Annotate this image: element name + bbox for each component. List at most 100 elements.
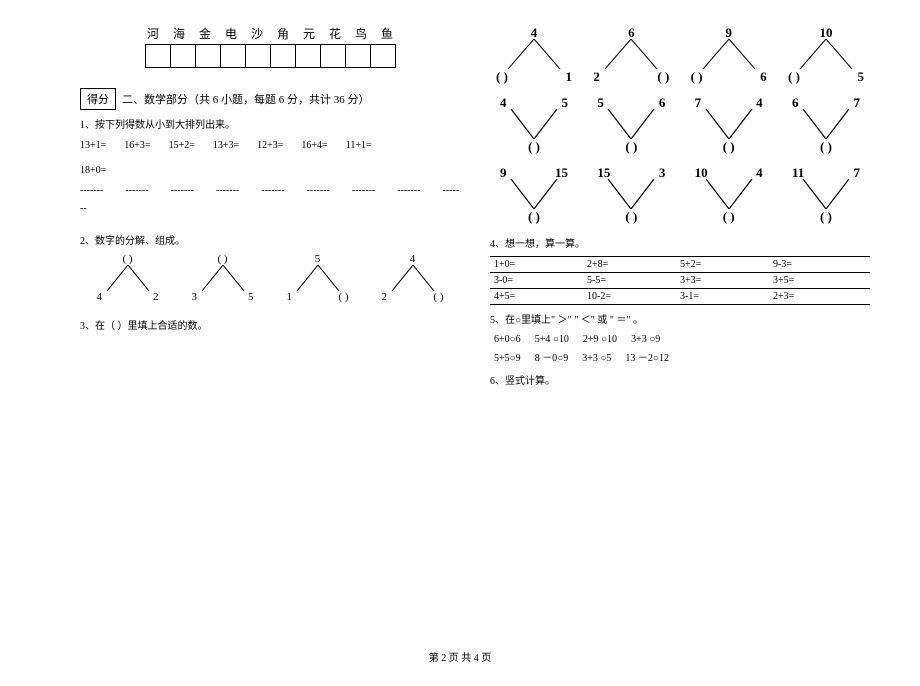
equation: 11+1= bbox=[346, 140, 372, 151]
tree-top: ( ) bbox=[93, 253, 163, 265]
q4-table: 1+0=2+8=5+2=9-3=3-0=5-5=3+3=3+5=4+5=10-2… bbox=[490, 256, 870, 305]
equation: 1+0= bbox=[494, 259, 587, 270]
char: 沙 bbox=[245, 25, 269, 42]
tree-left: 2 bbox=[593, 69, 600, 85]
tree-bottom: ( ) bbox=[591, 139, 671, 155]
blank-dash: ------- bbox=[307, 185, 330, 196]
tree-bottom: ( ) bbox=[494, 139, 574, 155]
compare-row: 6+0○65+4 ○102+9 ○103+3 ○9 bbox=[490, 332, 870, 347]
tree-tr: 3 bbox=[659, 165, 666, 181]
section-2-header: 得分 二、数学部分（共 6 小题，每题 6 分，共计 36 分） bbox=[80, 88, 460, 110]
char-box bbox=[320, 44, 346, 68]
tree-right: 6 bbox=[760, 69, 767, 85]
table-row: 4+5=10-2=3-1=2+3= bbox=[490, 289, 870, 304]
char-box bbox=[245, 44, 271, 68]
equation: 13+1= bbox=[80, 140, 106, 151]
compose-tree: 104( ) bbox=[689, 165, 769, 225]
equation: 2+8= bbox=[587, 259, 680, 270]
q3-row1: 4( )162( )9( )610( )5 bbox=[490, 25, 870, 85]
tree-left: ( ) bbox=[691, 69, 703, 85]
char: 花 bbox=[323, 25, 347, 42]
tree-left: 4 bbox=[97, 291, 103, 303]
tree-tr: 4 bbox=[756, 165, 763, 181]
tree-top: 5 bbox=[283, 253, 353, 265]
tree-right: ( ) bbox=[433, 291, 443, 303]
char-box bbox=[195, 44, 221, 68]
character-row: 河海金电沙角元花鸟鱼 bbox=[80, 25, 460, 42]
compose-tree: 915( ) bbox=[494, 165, 574, 225]
section-2-title: 二、数学部分（共 6 小题，每题 6 分，共计 36 分） bbox=[122, 91, 370, 107]
compose-tree: 117( ) bbox=[786, 165, 866, 225]
char: 角 bbox=[271, 25, 295, 42]
tree-tl: 6 bbox=[792, 95, 799, 111]
decomp-tree: 42( ) bbox=[378, 253, 448, 303]
tree-bottom: ( ) bbox=[689, 139, 769, 155]
q2-label: 2、数字的分解、组成。 bbox=[80, 232, 460, 247]
tree-tr: 6 bbox=[659, 95, 666, 111]
char: 金 bbox=[193, 25, 217, 42]
tree-left: ( ) bbox=[788, 69, 800, 85]
equation: 2+3= bbox=[773, 291, 866, 302]
tree-bottom: ( ) bbox=[786, 139, 866, 155]
equation: 16+4= bbox=[301, 140, 327, 151]
decomp-tree: 62( ) bbox=[591, 25, 671, 85]
char: 元 bbox=[297, 25, 321, 42]
tree-right: 1 bbox=[566, 69, 573, 85]
char-box bbox=[345, 44, 371, 68]
char-box bbox=[270, 44, 296, 68]
compose-tree: 153( ) bbox=[591, 165, 671, 225]
tree-bottom: ( ) bbox=[591, 209, 671, 225]
char-box bbox=[170, 44, 196, 68]
score-box: 得分 bbox=[80, 88, 116, 110]
q2-trees: ( )42( )3551( )42( ) bbox=[80, 253, 460, 303]
equation: 3+5= bbox=[773, 275, 866, 286]
equation: 13+3= bbox=[213, 140, 239, 151]
decomp-tree: 9( )6 bbox=[689, 25, 769, 85]
compose-tree: 67( ) bbox=[786, 95, 866, 155]
compare-item: 5+4 ○10 bbox=[535, 334, 569, 345]
compare-item: 6+0○6 bbox=[494, 334, 521, 345]
compare-item: 2+9 ○10 bbox=[583, 334, 617, 345]
q1-blanks: ----------------------------------------… bbox=[80, 182, 460, 218]
tree-tr: 4 bbox=[756, 95, 763, 111]
equation: 5-5= bbox=[587, 275, 680, 286]
compose-tree: 56( ) bbox=[591, 95, 671, 155]
equation: 16+3= bbox=[124, 140, 150, 151]
q5-label: 5、在○里填上" ＞" " ＜" 或 " ＝" 。 bbox=[490, 311, 870, 326]
compare-item: 13 －2○12 bbox=[625, 353, 669, 364]
char: 河 bbox=[141, 25, 165, 42]
blank-dash: ------- bbox=[216, 185, 239, 196]
tree-right: 2 bbox=[153, 291, 159, 303]
tree-left: 1 bbox=[287, 291, 293, 303]
tree-tr: 7 bbox=[853, 165, 860, 181]
compare-row: 5+5○98 －0○93+3 ○513 －2○12 bbox=[490, 347, 870, 366]
tree-left: ( ) bbox=[496, 69, 508, 85]
char: 海 bbox=[167, 25, 191, 42]
tree-right: ( ) bbox=[657, 69, 669, 85]
q4-label: 4、想一想，算一算。 bbox=[490, 235, 870, 250]
blank-dash: ------- bbox=[171, 185, 194, 196]
char: 电 bbox=[219, 25, 243, 42]
q3-label: 3、在（ ）里填上合适的数。 bbox=[80, 317, 460, 332]
equation: 5+2= bbox=[680, 259, 773, 270]
blank-dash: ------- bbox=[261, 185, 284, 196]
tree-tl: 4 bbox=[500, 95, 507, 111]
tree-bottom: ( ) bbox=[786, 209, 866, 225]
page-footer: 第 2 页 共 4 页 bbox=[0, 649, 920, 664]
tree-tr: 5 bbox=[562, 95, 569, 111]
decomp-tree: 4( )1 bbox=[494, 25, 574, 85]
decomp-tree: 10( )5 bbox=[786, 25, 866, 85]
equation: 3-1= bbox=[680, 291, 773, 302]
table-row: 1+0=2+8=5+2=9-3= bbox=[490, 257, 870, 273]
char-box bbox=[220, 44, 246, 68]
equation: 12+3= bbox=[257, 140, 283, 151]
q3-vrow1: 45( )56( )74( )67( ) bbox=[490, 95, 870, 155]
blank-dash: ------- bbox=[397, 185, 420, 196]
compare-item: 5+5○9 bbox=[494, 353, 521, 364]
q1-label: 1、按下列得数从小到大排列出来。 bbox=[80, 116, 460, 131]
char: 鸟 bbox=[349, 25, 373, 42]
equation: 3-0= bbox=[494, 275, 587, 286]
char-box bbox=[295, 44, 321, 68]
equation: 9-3= bbox=[773, 259, 866, 270]
decomp-tree: ( )35 bbox=[188, 253, 258, 303]
